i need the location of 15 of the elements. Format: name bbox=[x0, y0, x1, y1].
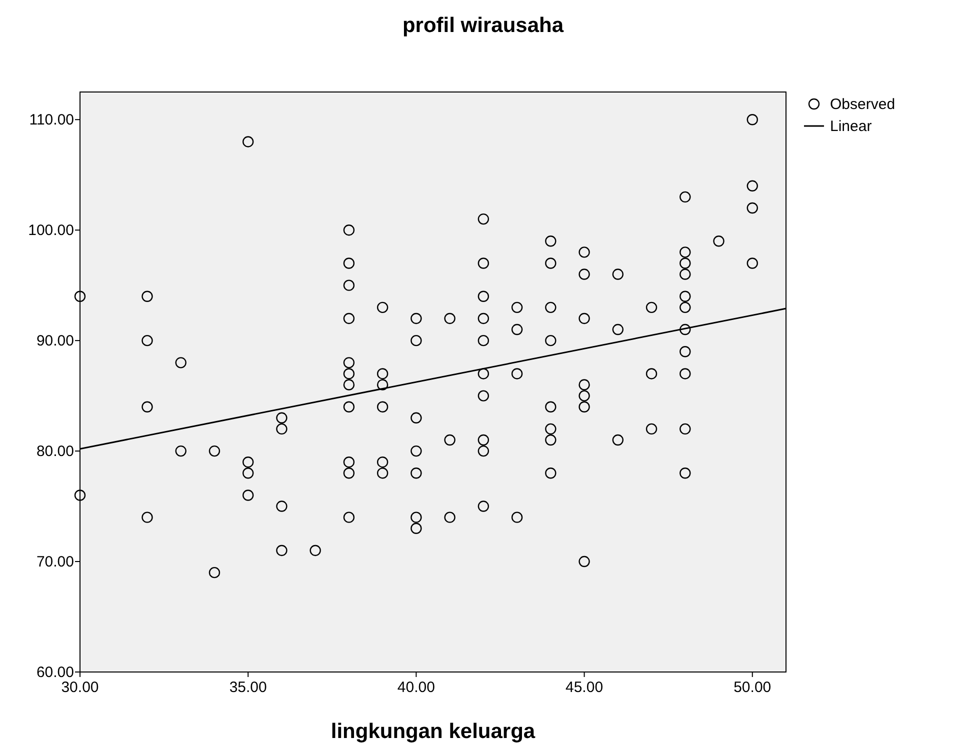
x-axis-title: lingkungan keluarga bbox=[330, 720, 536, 743]
chart-title: profil wirausaha bbox=[402, 14, 564, 37]
x-tick-label: 45.00 bbox=[566, 679, 604, 696]
y-tick-label: 110.00 bbox=[29, 112, 74, 129]
y-tick-label: 60.00 bbox=[36, 664, 74, 681]
x-tick-label: 40.00 bbox=[397, 679, 435, 696]
x-tick-label: 50.00 bbox=[734, 679, 772, 696]
y-tick-label: 100.00 bbox=[28, 222, 74, 240]
y-tick-label: 80.00 bbox=[36, 443, 74, 460]
x-tick-label: 30.00 bbox=[61, 679, 99, 696]
y-tick-label: 70.00 bbox=[36, 554, 74, 571]
y-tick-label: 90.00 bbox=[36, 332, 74, 350]
legend-label: Linear bbox=[830, 118, 872, 135]
x-tick-label: 35.00 bbox=[229, 679, 267, 696]
legend-label: Observed bbox=[830, 96, 896, 113]
